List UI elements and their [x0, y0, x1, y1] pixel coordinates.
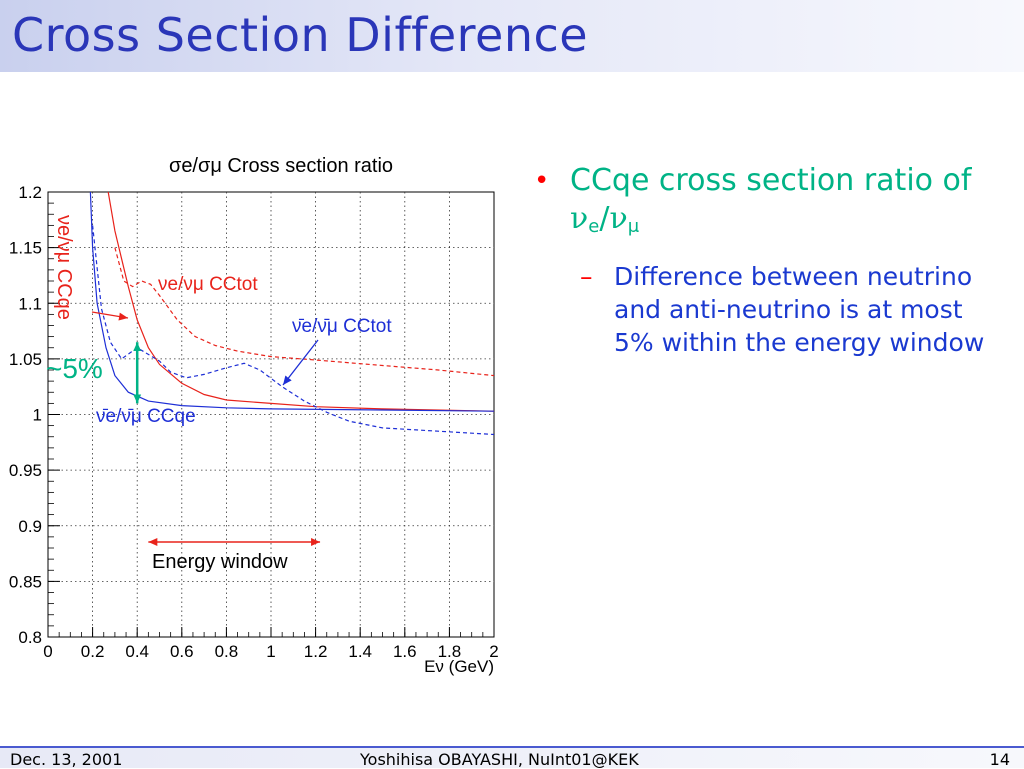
x-tick-label: 0.2 [81, 642, 105, 661]
label-nue-ccqe: νe/νμ CCqe [53, 215, 75, 320]
label-anue-ccqe: ν̄e/ν̄μ CCqe [96, 406, 196, 427]
label-energy-window: Energy window [152, 551, 288, 573]
chart-svg: σe/σμ Cross section ratio 0 0.2 0.4 0.6 0.8 1 1… [9, 155, 499, 676]
footer-divider [0, 746, 1024, 748]
pointer-arrow-anue-cctot [282, 339, 319, 386]
chart-annotations: νe/νμ CCtot ν̄e/ν̄μ CCtot ν̄e/ν̄μ CCqe νe/ν… [46, 215, 392, 573]
footer-date: Dec. 13, 2001 [10, 750, 123, 769]
chart-title: σe/σμ Cross section ratio [169, 155, 393, 177]
page-number: 14 [989, 750, 1010, 769]
ratio-numerator: ν [570, 201, 589, 236]
ratio-denominator: ν [609, 201, 628, 236]
chart: σe/σμ Cross section ratio 0 0.2 0.4 0.6 0.8 1 1… [0, 140, 510, 690]
y-tick-label: 1.2 [18, 183, 42, 202]
y-tick-label: 1.15 [9, 239, 42, 258]
y-tick-label: 0.8 [18, 628, 42, 647]
x-tick-label: 0.4 [125, 642, 149, 661]
y-tick-label: 1.05 [9, 350, 42, 369]
pointer-arrow-nue-ccqe [91, 311, 129, 321]
x-tick-label: 1.6 [393, 642, 417, 661]
y-tick-label: 0.95 [9, 461, 42, 480]
x-tick-label: 1 [266, 642, 275, 661]
bullet-text: CCqe cross section ratio of [570, 163, 972, 198]
footer-band [0, 748, 1024, 768]
series-line [107, 191, 495, 412]
series-line [114, 247, 495, 377]
sub-bullet-item: – Difference between neutrino and anti-n… [530, 260, 1010, 359]
y-tick-label: 0.85 [9, 572, 42, 591]
ratio-denominator-sub: μ [627, 216, 640, 237]
label-diff: ~5% [46, 353, 103, 384]
bullet-item: • CCqe cross section ratio of νe/νμ [530, 162, 1010, 246]
slide-title: Cross Section Difference [12, 8, 589, 62]
x-tick-label: 1.4 [348, 642, 372, 661]
bullet-marker: • [534, 166, 550, 196]
x-tick-label: 0.8 [215, 642, 239, 661]
y-tick-label: 1 [33, 406, 42, 425]
y-tick-label: 1.1 [18, 294, 42, 313]
footer-author: Yoshihisa OBAYASHI, NuInt01@KEK [360, 750, 639, 769]
chart-series [89, 191, 495, 436]
ratio-slash: / [599, 201, 610, 236]
label-nue-cctot: νe/νμ CCtot [158, 274, 258, 295]
y-tick-label: 0.9 [18, 517, 42, 536]
sub-bullet-marker: – [580, 262, 593, 291]
series-line [89, 191, 495, 412]
title-band [0, 0, 1024, 72]
x-tick-label: 1.2 [304, 642, 328, 661]
x-tick-label: 1.8 [438, 642, 462, 661]
x-tick-label: 0 [43, 642, 52, 661]
x-tick-label: 2 [489, 642, 498, 661]
label-anue-cctot: ν̄e/ν̄μ CCtot [292, 316, 392, 337]
bullet-list: • CCqe cross section ratio of νe/νμ – Di… [530, 162, 1010, 359]
ratio-numerator-sub: e [588, 216, 600, 237]
sub-bullet-text: Difference between neutrino and anti-neu… [614, 262, 985, 357]
chart-axes: σe/σμ Cross section ratio 0 0.2 0.4 0.6 0.8 1 1… [9, 155, 499, 676]
x-axis-label: Eν (GeV) [424, 657, 494, 676]
x-tick-label: 0.6 [170, 642, 194, 661]
